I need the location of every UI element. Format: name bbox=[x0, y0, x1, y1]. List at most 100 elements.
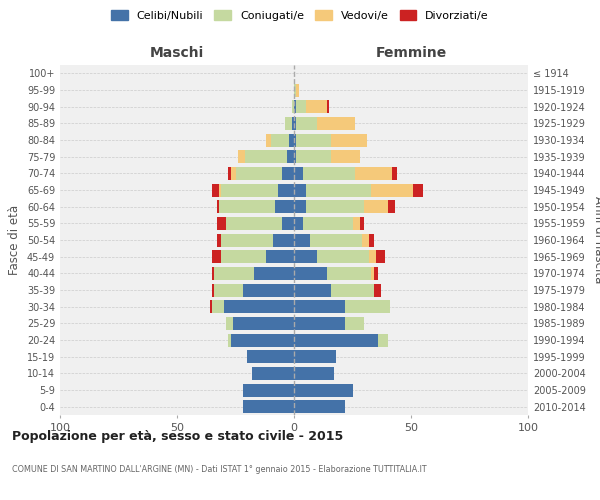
Bar bbox=[304, 217, 353, 230]
Bar bbox=[242, 284, 294, 296]
Bar bbox=[235, 167, 283, 180]
Bar bbox=[210, 300, 212, 313]
Bar bbox=[294, 367, 334, 380]
Bar bbox=[221, 250, 266, 263]
Text: Femmine: Femmine bbox=[376, 46, 446, 60]
Bar bbox=[371, 267, 374, 280]
Bar bbox=[252, 367, 294, 380]
Bar bbox=[371, 184, 413, 196]
Bar bbox=[355, 167, 392, 180]
Bar bbox=[245, 150, 287, 163]
Bar bbox=[219, 184, 221, 196]
Bar bbox=[294, 200, 306, 213]
Bar bbox=[306, 184, 371, 196]
Bar bbox=[212, 300, 224, 313]
Bar bbox=[212, 250, 221, 263]
Bar bbox=[294, 100, 296, 113]
Bar bbox=[327, 100, 329, 113]
Bar bbox=[212, 284, 214, 296]
Bar bbox=[331, 150, 359, 163]
Bar bbox=[238, 150, 245, 163]
Bar bbox=[271, 134, 289, 146]
Bar bbox=[273, 234, 294, 246]
Text: COMUNE DI SAN MARTINO DALL'ARGINE (MN) - Dati ISTAT 1° gennaio 2015 - Elaborazio: COMUNE DI SAN MARTINO DALL'ARGINE (MN) -… bbox=[12, 465, 427, 474]
Bar bbox=[331, 134, 367, 146]
Bar bbox=[294, 84, 296, 96]
Bar bbox=[217, 234, 221, 246]
Bar bbox=[294, 350, 336, 363]
Bar bbox=[247, 350, 294, 363]
Bar bbox=[392, 167, 397, 180]
Bar bbox=[214, 267, 254, 280]
Bar bbox=[369, 250, 376, 263]
Bar bbox=[221, 234, 273, 246]
Bar bbox=[254, 267, 294, 280]
Bar bbox=[219, 200, 275, 213]
Bar bbox=[278, 184, 294, 196]
Bar bbox=[294, 384, 353, 396]
Bar bbox=[217, 200, 219, 213]
Bar bbox=[294, 217, 304, 230]
Bar bbox=[353, 217, 359, 230]
Bar bbox=[224, 300, 294, 313]
Bar bbox=[212, 184, 219, 196]
Bar bbox=[294, 234, 310, 246]
Bar bbox=[266, 250, 294, 263]
Bar bbox=[226, 217, 283, 230]
Bar bbox=[294, 284, 331, 296]
Bar bbox=[289, 134, 294, 146]
Bar bbox=[294, 250, 317, 263]
Bar bbox=[231, 334, 294, 346]
Legend: Celibi/Nubili, Coniugati/e, Vedovi/e, Divorziati/e: Celibi/Nubili, Coniugati/e, Vedovi/e, Di… bbox=[107, 6, 493, 25]
Bar bbox=[346, 317, 364, 330]
Bar bbox=[242, 384, 294, 396]
Bar bbox=[374, 267, 378, 280]
Bar bbox=[283, 167, 294, 180]
Bar bbox=[378, 334, 388, 346]
Bar bbox=[296, 150, 331, 163]
Bar bbox=[229, 167, 231, 180]
Bar bbox=[284, 117, 292, 130]
Bar bbox=[292, 100, 294, 113]
Bar bbox=[221, 184, 278, 196]
Bar bbox=[294, 317, 346, 330]
Bar bbox=[217, 217, 226, 230]
Bar bbox=[362, 234, 369, 246]
Bar bbox=[310, 234, 362, 246]
Y-axis label: Anni di nascita: Anni di nascita bbox=[592, 196, 600, 284]
Bar bbox=[292, 117, 294, 130]
Bar bbox=[296, 117, 317, 130]
Bar bbox=[306, 100, 327, 113]
Bar bbox=[212, 267, 214, 280]
Bar bbox=[376, 250, 385, 263]
Y-axis label: Fasce di età: Fasce di età bbox=[8, 205, 21, 275]
Bar bbox=[327, 267, 371, 280]
Bar bbox=[233, 317, 294, 330]
Bar bbox=[331, 284, 374, 296]
Bar bbox=[359, 217, 364, 230]
Bar bbox=[294, 400, 346, 413]
Bar bbox=[304, 167, 355, 180]
Bar bbox=[294, 134, 296, 146]
Bar bbox=[294, 167, 304, 180]
Bar bbox=[294, 267, 327, 280]
Bar bbox=[374, 284, 380, 296]
Bar bbox=[388, 200, 395, 213]
Bar bbox=[296, 100, 306, 113]
Bar bbox=[364, 200, 388, 213]
Bar bbox=[294, 300, 346, 313]
Bar bbox=[287, 150, 294, 163]
Bar bbox=[296, 134, 331, 146]
Bar bbox=[229, 334, 231, 346]
Bar bbox=[294, 334, 378, 346]
Bar bbox=[346, 300, 390, 313]
Bar bbox=[214, 284, 242, 296]
Bar bbox=[369, 234, 374, 246]
Bar bbox=[283, 217, 294, 230]
Bar bbox=[226, 317, 233, 330]
Bar bbox=[294, 184, 306, 196]
Bar bbox=[294, 117, 296, 130]
Bar bbox=[413, 184, 422, 196]
Bar bbox=[296, 84, 299, 96]
Bar bbox=[317, 250, 369, 263]
